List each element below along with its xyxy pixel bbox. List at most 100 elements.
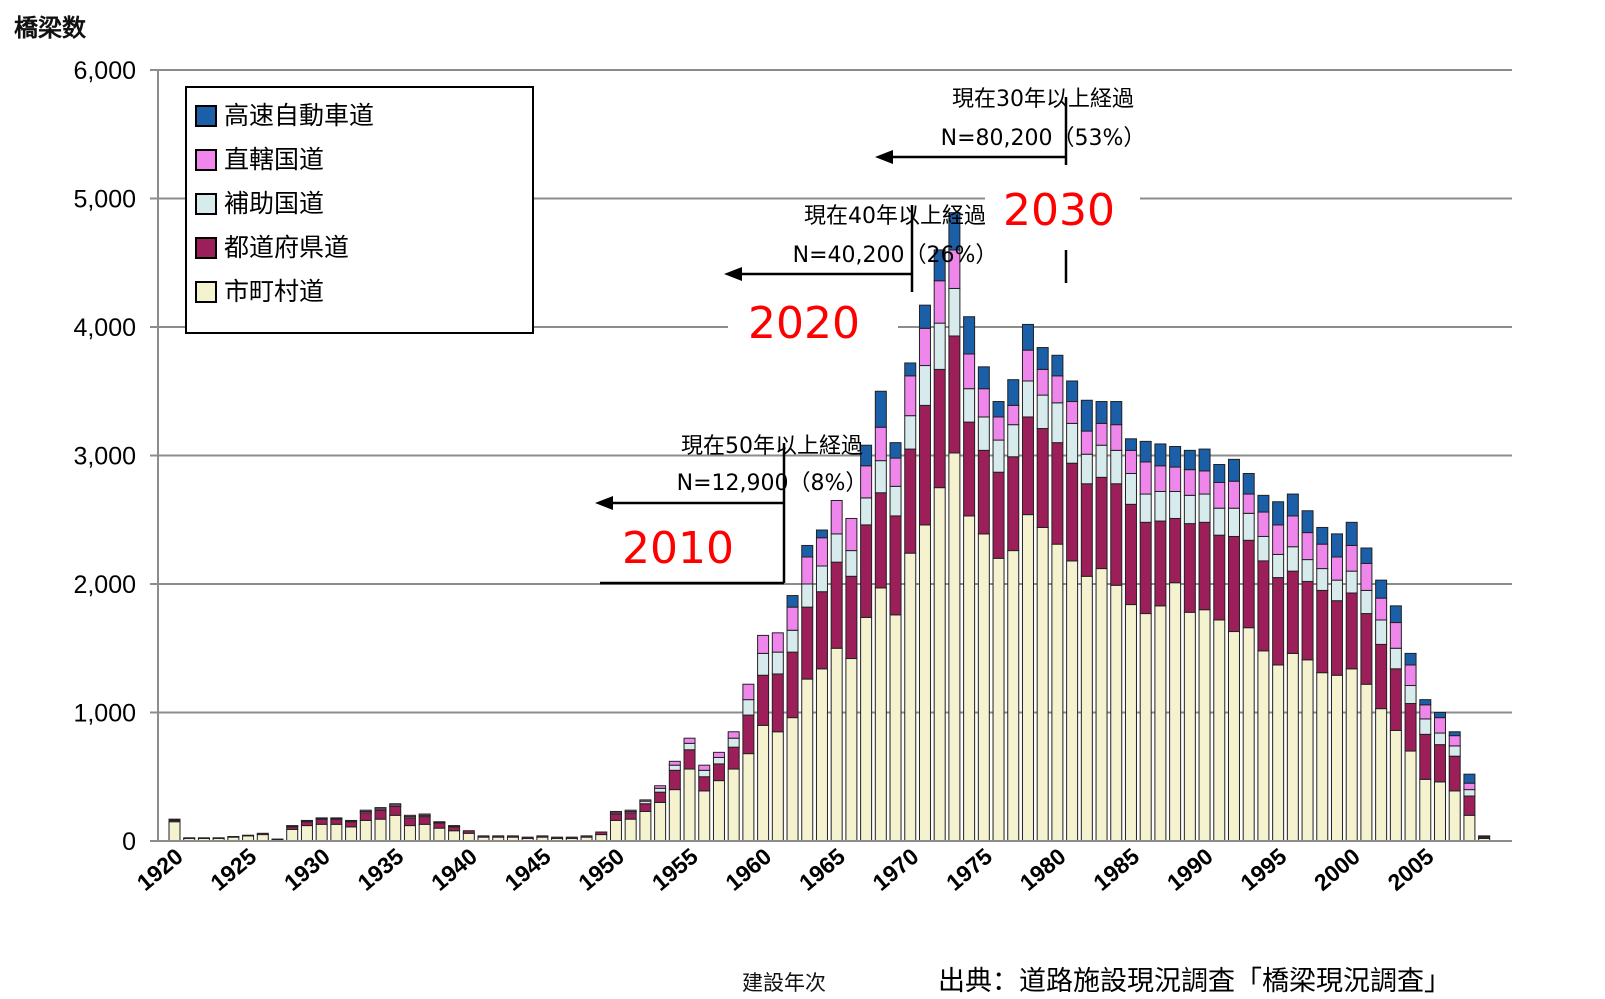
bar-1975-series-3 — [977, 388, 990, 418]
source-note: 出典：道路施設現況調査「橋梁現況調査」 — [938, 966, 1451, 997]
bar-1931-series-1 — [330, 818, 343, 825]
bar-1975-series-1 — [977, 449, 990, 535]
bar-1929-series-3 — [300, 819, 313, 822]
bar-1940-series-0 — [462, 832, 475, 842]
bar-1954-series-0 — [668, 789, 681, 842]
bar-1987-series-1 — [1154, 520, 1167, 607]
bar-1986-series-4 — [1139, 440, 1152, 463]
bar-1935-series-0 — [389, 814, 402, 842]
annotation-layer: 現在50年以上経過 N=12,900（8%） 2010 現在40年以上経過 N=40,2… — [595, 87, 1145, 585]
bar-1938-series-0 — [433, 827, 446, 842]
y-tick-label: 3,000 — [73, 443, 136, 471]
bar-1984-series-0 — [1110, 584, 1123, 842]
bar-1974-series-4 — [963, 316, 976, 355]
bar-1998-series-0 — [1316, 672, 1329, 842]
bar-1964-series-4 — [815, 529, 828, 539]
x-tick-label: 1935 — [353, 843, 409, 896]
axes-layer — [150, 69, 1512, 842]
bar-1965-series-3 — [830, 499, 843, 535]
bar-1979-series-2 — [1036, 394, 1049, 430]
bar-2002-series-2 — [1375, 619, 1388, 645]
bar-2005-series-3 — [1419, 704, 1432, 720]
bar-1956-series-0 — [698, 790, 711, 842]
bar-1937-series-0 — [418, 823, 431, 842]
bar-1920-series-3 — [168, 818, 181, 821]
x-tick-label: 1980 — [1015, 843, 1071, 896]
bar-1934-series-0 — [374, 818, 387, 842]
marker-2010-bg — [600, 520, 780, 582]
bar-1969-series-3 — [889, 457, 902, 487]
x-tick-label: 1965 — [794, 843, 850, 896]
y-tick-label: 5,000 — [73, 186, 136, 214]
bar-1978-series-0 — [1021, 514, 1034, 842]
bar-1983-series-1 — [1095, 476, 1108, 570]
bar-1985-series-0 — [1124, 604, 1137, 842]
x-tick-label: 1970 — [868, 843, 924, 896]
x-tick-label: 1950 — [573, 843, 629, 896]
bar-2001-series-1 — [1360, 613, 1373, 685]
x-tick-labels: 1920 1925 1930 1935 1940 1945 1950 1955 1960 1965… — [132, 843, 1439, 896]
bar-1949-series-1 — [595, 831, 608, 836]
bar-1925-series-1 — [242, 834, 255, 837]
bar-2007-series-0 — [1448, 790, 1461, 842]
bar-1927-series-1 — [271, 838, 284, 841]
bar-1952-series-0 — [639, 810, 652, 842]
bar-1962-series-2 — [786, 629, 799, 653]
bar-1956-series-1 — [698, 776, 711, 792]
bar-1958-series-3 — [727, 731, 740, 739]
y-axis-title: 橋梁数 — [14, 14, 87, 42]
bar-2007-series-3 — [1448, 735, 1461, 747]
bar-1974-series-0 — [963, 515, 976, 842]
x-tick-label: 1930 — [279, 843, 335, 896]
bar-2007-series-4 — [1448, 731, 1461, 737]
x-tick-label: 1960 — [720, 843, 776, 896]
y-tick-label: 4,000 — [73, 314, 136, 342]
bar-1977-series-4 — [1007, 379, 1020, 406]
bar-2000-series-3 — [1345, 544, 1358, 572]
bar-1962-series-1 — [786, 651, 799, 719]
bar-2009-series-3 — [1478, 835, 1491, 837]
bar-1962-series-0 — [786, 717, 799, 842]
x-tick-label: 1920 — [132, 843, 188, 896]
bar-1964-series-3 — [815, 537, 828, 567]
bar-1959-series-2 — [742, 699, 755, 716]
bar-1989-series-0 — [1183, 611, 1196, 842]
bar-1993-series-0 — [1242, 627, 1255, 842]
bar-1951-series-0 — [624, 818, 637, 842]
legend-swatch — [195, 193, 217, 215]
bar-1971-series-2 — [918, 365, 931, 406]
bar-1998-series-3 — [1316, 543, 1329, 570]
bar-1938-series-3 — [433, 821, 446, 823]
bar-1970-series-4 — [904, 362, 917, 377]
bar-2004-series-0 — [1404, 750, 1417, 842]
bar-1938-series-1 — [433, 822, 446, 829]
bar-1989-series-2 — [1183, 494, 1196, 525]
bar-1991-series-3 — [1213, 481, 1226, 509]
bar-1980-series-4 — [1051, 354, 1064, 377]
bar-1977-series-1 — [1007, 456, 1020, 552]
bar-1979-series-0 — [1036, 526, 1049, 842]
bar-1981-series-2 — [1066, 422, 1079, 464]
bar-1989-series-3 — [1183, 469, 1196, 496]
bar-2003-series-0 — [1389, 729, 1402, 842]
bar-2004-series-1 — [1404, 703, 1417, 752]
bar-1994-series-0 — [1257, 650, 1270, 842]
bar-2000-series-4 — [1345, 521, 1358, 546]
bar-1944-series-1 — [521, 836, 534, 839]
bar-1992-series-2 — [1227, 507, 1240, 537]
bar-1967-series-0 — [860, 616, 873, 842]
bar-1957-series-1 — [712, 763, 725, 782]
bar-1929-series-0 — [300, 825, 313, 842]
bar-1980-series-3 — [1051, 375, 1064, 404]
bar-1971-series-0 — [918, 524, 931, 842]
bar-1937-series-1 — [418, 816, 431, 825]
bar-1988-series-3 — [1169, 466, 1182, 492]
bar-1986-series-1 — [1139, 521, 1152, 615]
bar-1968-series-3 — [874, 426, 887, 462]
bar-2006-series-2 — [1433, 732, 1446, 746]
bar-1940-series-1 — [462, 830, 475, 834]
bar-1931-series-3 — [330, 817, 343, 820]
bar-1972-series-2 — [933, 322, 946, 370]
annotation-count: N=40,200（26%） — [793, 243, 998, 268]
